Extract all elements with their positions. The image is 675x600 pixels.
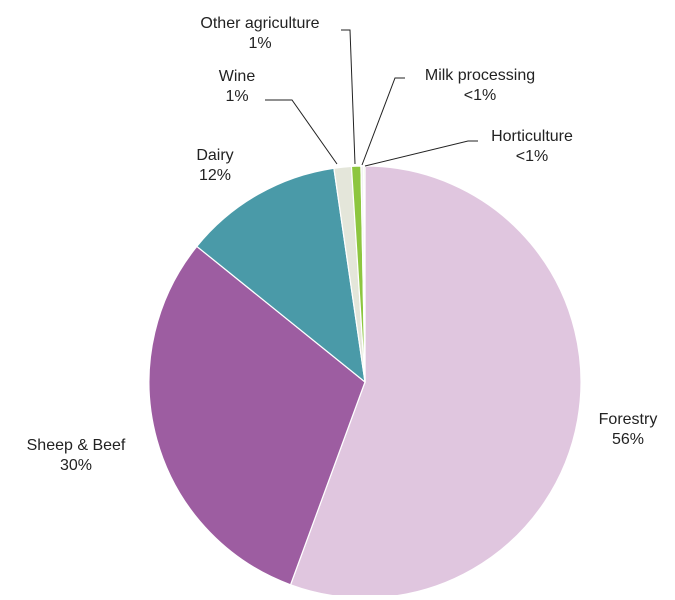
slice-dairy <box>196 167 366 384</box>
slice-label-other-agriculture: Other agriculture <box>200 15 319 32</box>
slice-label-wine: Wine <box>219 68 256 85</box>
slice-value-label-horticulture: <1% <box>516 148 548 165</box>
slice-horticulture <box>363 165 366 383</box>
leader-line-milk-processing <box>361 77 405 166</box>
labels-group: Forestry 56% Sheep & Beef 30% Dairy 12% Wine 1%… <box>27 15 658 474</box>
slice-sheep-beef <box>148 245 366 586</box>
slice-value-label-forestry: 56% <box>612 431 644 448</box>
slice-label-forestry: Forestry <box>599 411 658 428</box>
slice-value-label-dairy: 12% <box>199 167 231 184</box>
slice-label-sheep-beef: Sheep & Beef <box>27 437 126 454</box>
slice-value-label-milk-processing: <1% <box>464 87 496 104</box>
slice-value-label-other-agriculture: 1% <box>248 35 271 52</box>
leader-line-horticulture <box>364 140 478 167</box>
slice-value-label-wine: 1% <box>225 88 248 105</box>
slice-value-label-sheep-beef: 30% <box>60 457 92 474</box>
leader-line-other-agriculture <box>341 29 356 165</box>
leader-line-wine <box>265 99 338 165</box>
slice-label-milk-processing: Milk processing <box>425 67 535 84</box>
slice-label-horticulture: Horticulture <box>491 128 573 145</box>
slices-group <box>148 165 582 599</box>
slice-label-dairy: Dairy <box>196 147 233 164</box>
leader-lines-group <box>265 29 478 167</box>
